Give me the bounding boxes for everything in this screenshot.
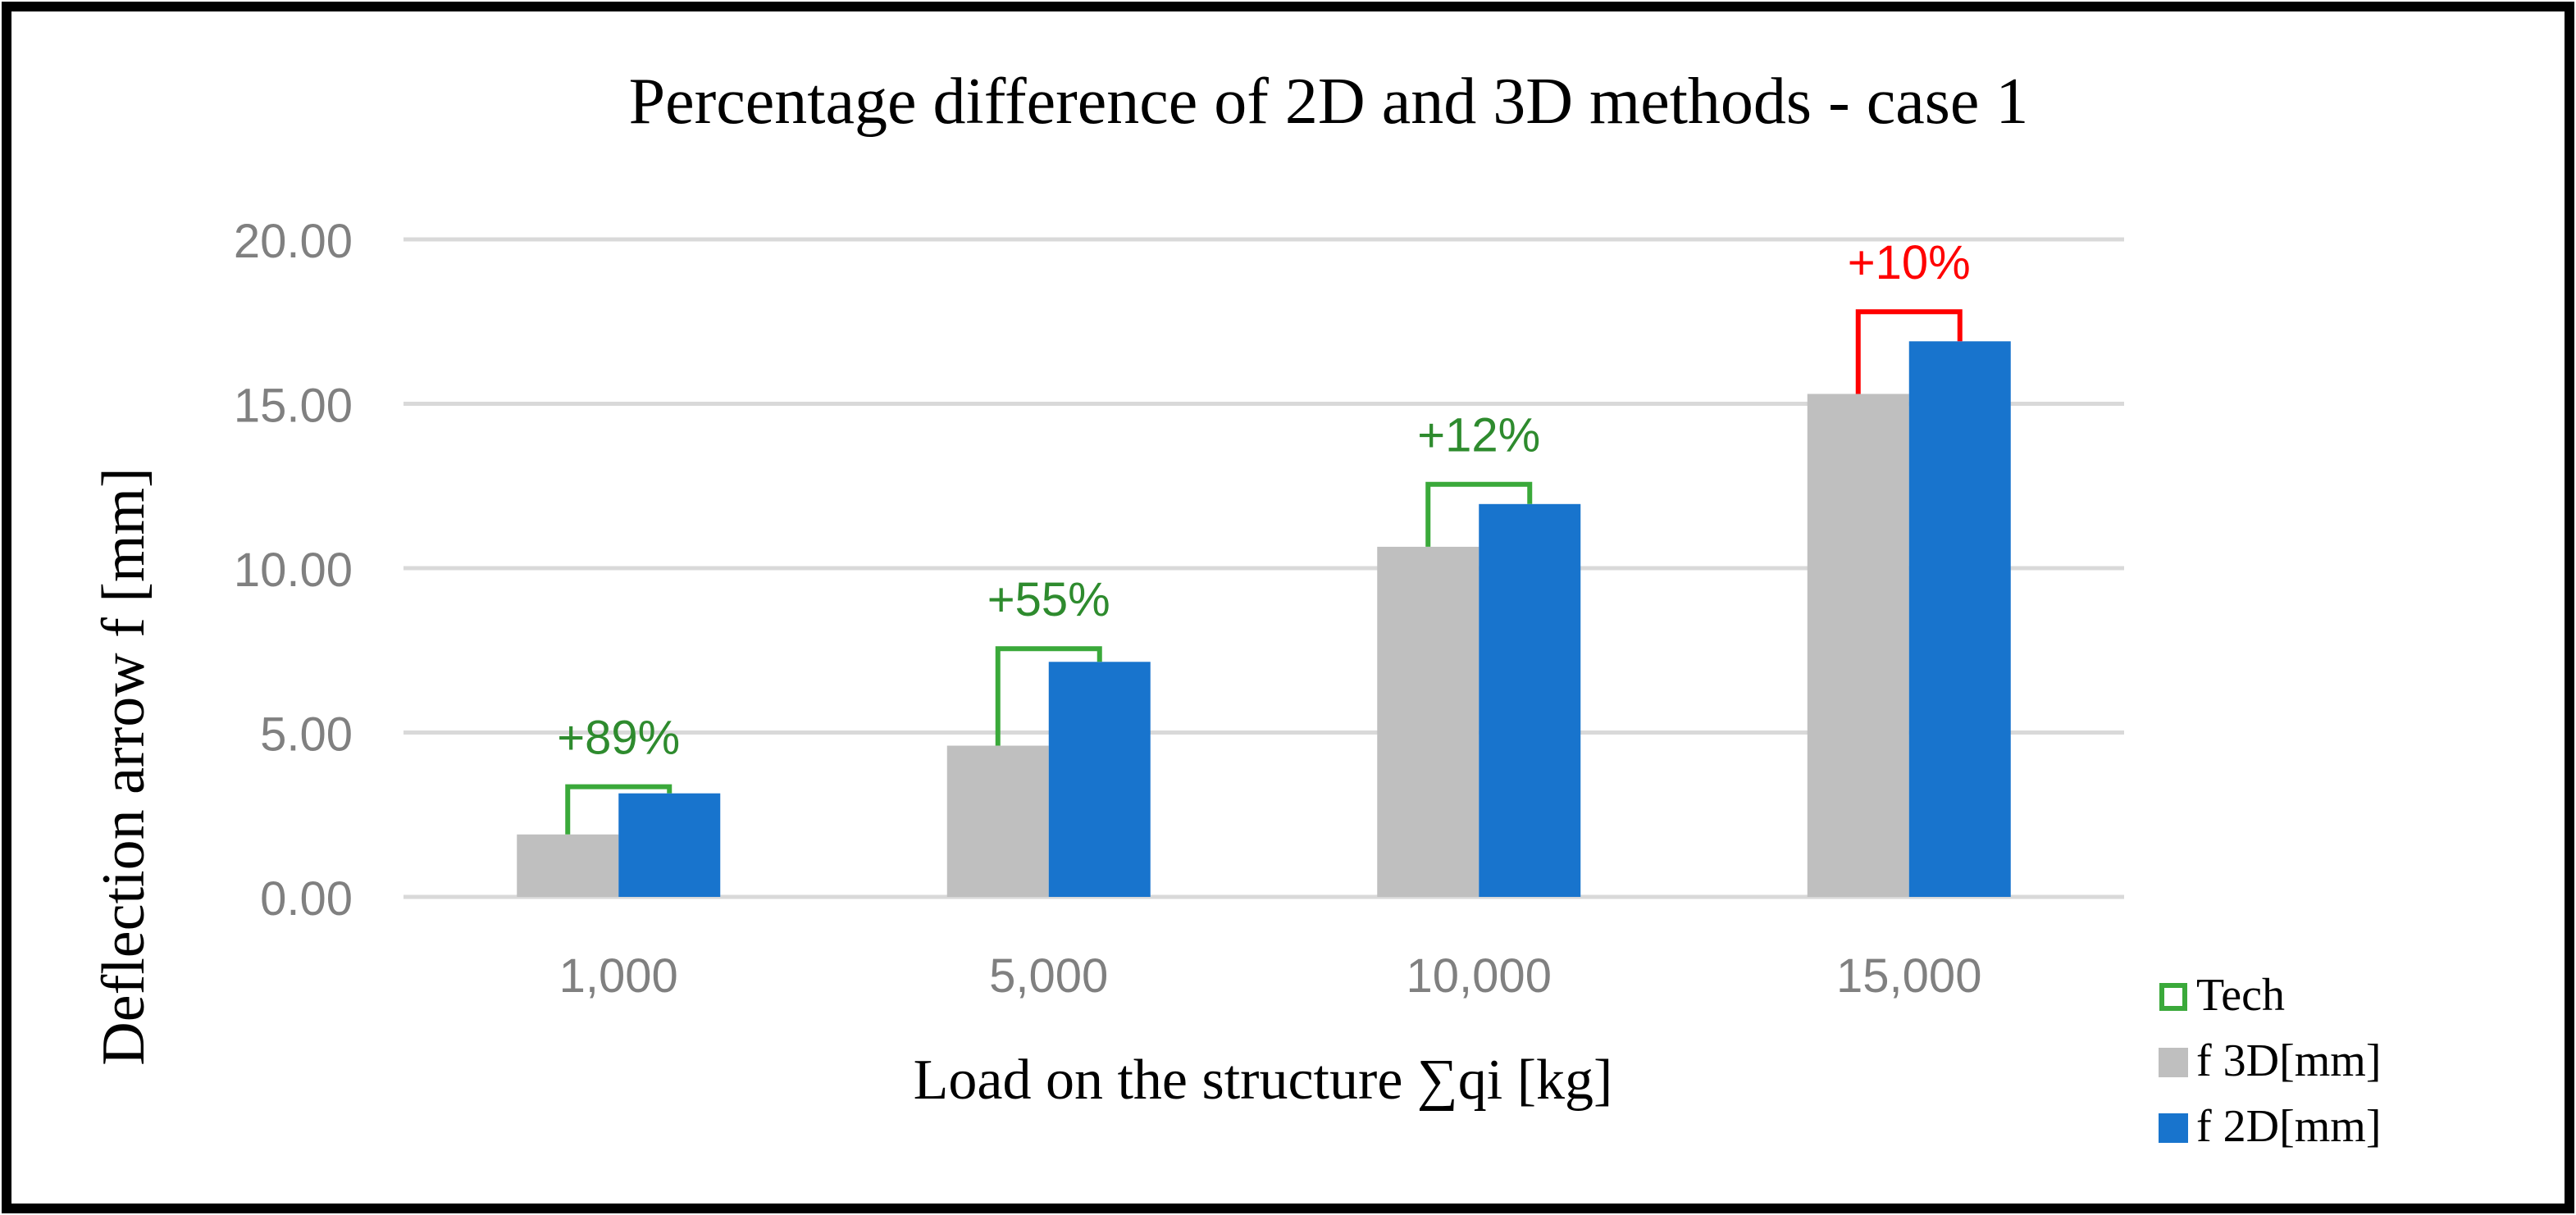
x-tick-label: 5,000 [989, 949, 1108, 1003]
chart-title: Percentage difference of 2D and 3D metho… [629, 66, 2029, 138]
y-tick-label: 0.00 [260, 872, 353, 926]
y-axis-label: Deflection arrow f [mm] [90, 467, 157, 1065]
bar-f2d [1479, 503, 1581, 897]
tech-bracket [1425, 481, 1533, 547]
tech-label: +10% [1848, 236, 1971, 289]
legend-swatch-tech [2159, 983, 2187, 1011]
x-tick-labels: 1,000 5,000 10,000 15,000 [559, 949, 1982, 1003]
bar-f2d [1908, 341, 2011, 897]
tech-layer: +89% +55% +12% +10% [557, 236, 1971, 835]
x-tick-label: 1,000 [559, 949, 678, 1003]
y-tick-label: 5.00 [260, 708, 353, 762]
bar-f3d [1377, 546, 1479, 897]
tech-bracket [995, 646, 1102, 746]
bar-f2d [1048, 662, 1151, 897]
tech-label: +55% [987, 573, 1110, 626]
legend-label-f3d: f 3D[mm] [2196, 1035, 2382, 1086]
legend-swatch-f3d [2159, 1048, 2188, 1077]
bar-f3d [517, 834, 619, 897]
tech-label: +12% [1417, 409, 1540, 462]
tech-bracket [1855, 309, 1963, 394]
legend-swatch-f2d [2159, 1113, 2188, 1143]
y-tick-label: 15.00 [234, 380, 353, 433]
bar-f3d [946, 745, 1049, 897]
bar-f2d [618, 793, 721, 897]
legend: Tech f 3D[mm] f 2D[mm] [2159, 970, 2382, 1152]
tech-bracket [565, 784, 672, 835]
bar-layer [517, 341, 2011, 898]
x-axis-label: Load on the structure ∑qi [kg] [914, 1049, 1613, 1112]
legend-label-f2d: f 2D[mm] [2196, 1101, 2382, 1152]
y-tick-label: 10.00 [234, 544, 353, 597]
y-tick-label: 20.00 [234, 215, 353, 268]
bar-f3d [1807, 394, 1909, 898]
y-tick-labels: 0.00 5.00 10.00 15.00 20.00 [234, 215, 353, 926]
x-tick-label: 15,000 [1836, 949, 1981, 1003]
tech-label: +89% [557, 712, 680, 765]
legend-label-tech: Tech [2196, 970, 2285, 1021]
x-tick-label: 10,000 [1407, 949, 1552, 1003]
